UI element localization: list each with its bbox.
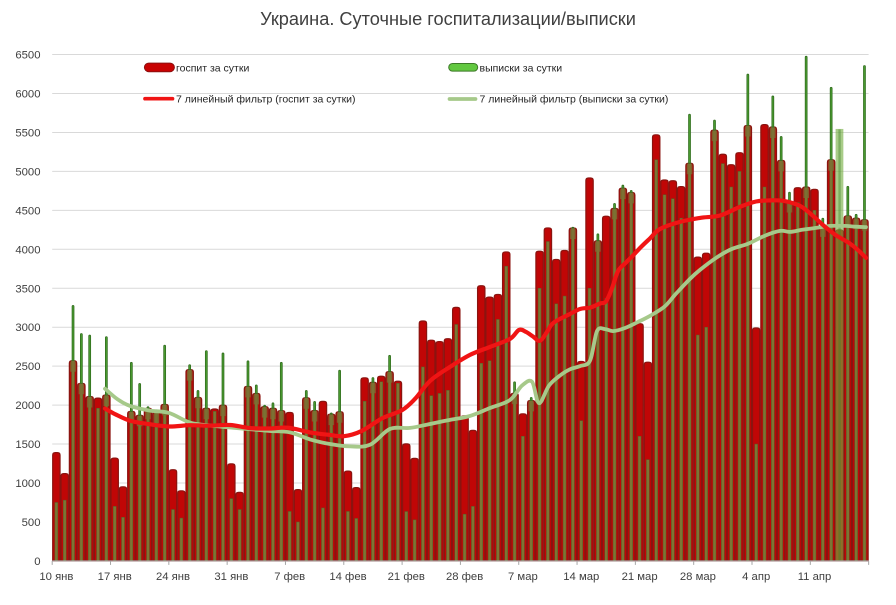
svg-text:6000: 6000 — [15, 89, 40, 101]
svg-text:7 линейный фильтр (выписки за: 7 линейный фильтр (выписки за сутки) — [480, 93, 669, 105]
svg-text:4500: 4500 — [15, 205, 40, 217]
svg-text:10 янв: 10 янв — [39, 571, 73, 583]
svg-text:7 фев: 7 фев — [274, 571, 305, 583]
svg-text:0: 0 — [34, 556, 40, 568]
svg-text:14 фев: 14 фев — [329, 571, 366, 583]
svg-text:1500: 1500 — [15, 439, 40, 451]
svg-text:госпит за сутки: госпит за сутки — [176, 62, 249, 74]
svg-text:7 линейный фильтр (госпит за с: 7 линейный фильтр (госпит за сутки) — [176, 93, 356, 105]
svg-text:Украина. Суточные госпитализац: Украина. Суточные госпитализации/выписки — [260, 9, 636, 29]
svg-text:2000: 2000 — [15, 400, 40, 412]
svg-text:5500: 5500 — [15, 127, 40, 139]
svg-text:24 янв: 24 янв — [156, 571, 190, 583]
svg-text:3000: 3000 — [15, 322, 40, 334]
svg-text:17 янв: 17 янв — [98, 571, 132, 583]
svg-text:2500: 2500 — [15, 361, 40, 373]
svg-text:выписки за сутки: выписки за сутки — [480, 62, 563, 74]
svg-text:14 мар: 14 мар — [563, 571, 599, 583]
svg-text:28 мар: 28 мар — [680, 571, 716, 583]
svg-text:4 апр: 4 апр — [742, 571, 770, 583]
svg-text:3500: 3500 — [15, 283, 40, 295]
svg-text:5000: 5000 — [15, 166, 40, 178]
svg-text:11 апр: 11 апр — [798, 571, 832, 583]
svg-text:21 мар: 21 мар — [622, 571, 658, 583]
svg-text:4000: 4000 — [15, 244, 40, 256]
svg-text:31 янв: 31 янв — [214, 571, 248, 583]
svg-text:7 мар: 7 мар — [508, 571, 538, 583]
svg-text:28 фев: 28 фев — [446, 571, 483, 583]
svg-text:21 фев: 21 фев — [388, 571, 425, 583]
svg-text:500: 500 — [22, 517, 41, 529]
svg-text:1000: 1000 — [15, 478, 40, 490]
svg-text:6500: 6500 — [15, 50, 40, 62]
